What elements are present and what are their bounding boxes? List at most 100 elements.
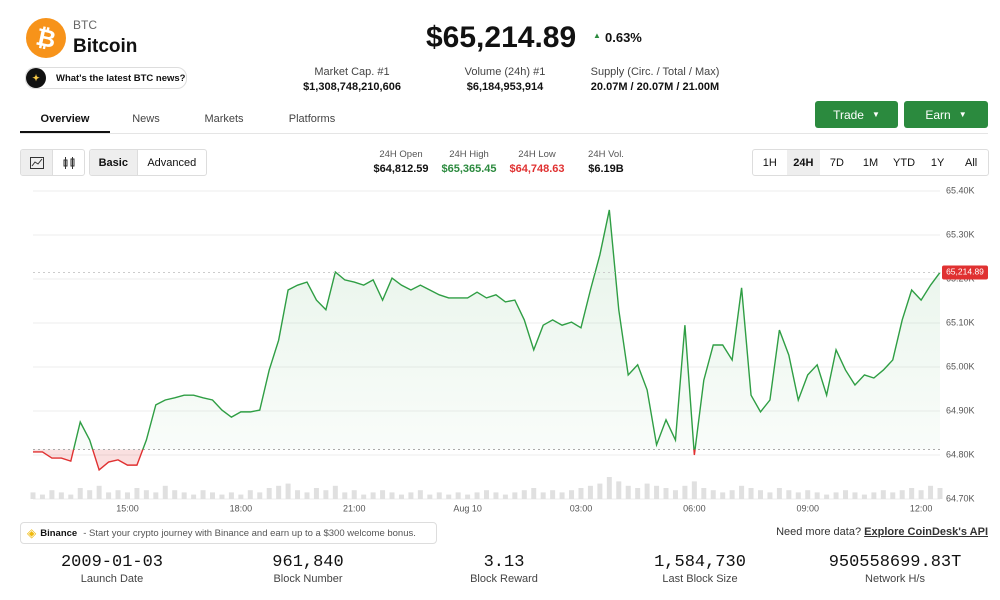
x-tick-label: 03:00 xyxy=(570,503,593,513)
trade-button[interactable]: Trade ▼ xyxy=(815,101,898,128)
volume-bar xyxy=(115,490,121,499)
volume-bar xyxy=(918,490,924,499)
volume-bar xyxy=(682,485,688,499)
x-tick-label: 12:00 xyxy=(910,503,933,513)
stat-label: Volume (24h) #1 xyxy=(464,66,546,78)
price-line-up xyxy=(72,209,941,450)
volume-bar xyxy=(757,490,763,499)
news-icon: ✦ xyxy=(26,68,46,88)
volume-bar xyxy=(776,488,782,499)
volume-bar xyxy=(559,492,565,499)
volume-bar xyxy=(861,494,867,499)
volume-bar xyxy=(909,488,915,499)
mode-basic[interactable]: Basic xyxy=(90,150,138,175)
volume-bar xyxy=(172,490,178,499)
volume-bar xyxy=(710,490,716,499)
summary-label: 24H Low xyxy=(518,149,556,160)
change: 0.63% xyxy=(605,30,642,45)
volume-bar xyxy=(729,490,735,499)
volume-bar xyxy=(937,488,943,499)
tab[interactable]: Platforms xyxy=(288,113,336,125)
metric-label: Network H/s xyxy=(865,573,925,585)
range-button[interactable]: All xyxy=(965,156,978,169)
range-button[interactable]: 1M xyxy=(862,156,879,169)
summary-label: 24H High xyxy=(449,149,489,160)
volume-bar xyxy=(814,492,820,499)
volume-bar xyxy=(153,492,159,499)
volume-bar xyxy=(58,492,64,499)
volume-bar xyxy=(465,494,471,499)
volume-bar xyxy=(446,494,452,499)
volume-bar xyxy=(361,494,367,499)
y-tick-label: 65.40K xyxy=(946,185,975,195)
x-tick-label: 09:00 xyxy=(796,503,819,513)
volume-bar xyxy=(654,485,660,499)
volume-bar xyxy=(502,494,508,499)
api-link[interactable]: Explore CoinDesk's API xyxy=(864,526,988,538)
volume-bar xyxy=(739,485,745,499)
volume-bar xyxy=(162,485,168,499)
metric-value: 961,840 xyxy=(272,553,344,572)
summary-value: $65,365.45 xyxy=(441,163,497,175)
tab[interactable]: Overview xyxy=(40,113,90,125)
metric-value: 1,584,730 xyxy=(654,553,746,572)
stat-label: Market Cap. #1 xyxy=(314,66,390,78)
news-text: What's the latest BTC news? xyxy=(56,72,186,84)
line-kind[interactable] xyxy=(21,150,53,175)
banner-brand: Binance xyxy=(40,527,78,539)
summary-value: $6.19B xyxy=(588,163,624,175)
volume-bar xyxy=(370,492,376,499)
tab[interactable]: Markets xyxy=(204,113,244,125)
volume-bar xyxy=(134,488,140,499)
volume-bar xyxy=(691,481,697,499)
volume-bar xyxy=(890,492,896,499)
volume-bar xyxy=(238,494,244,499)
volume-bar xyxy=(786,490,792,499)
volume-bar xyxy=(87,490,93,499)
volume-bar xyxy=(228,492,234,499)
logo: ₿ xyxy=(26,18,66,58)
volume-bar xyxy=(805,490,811,499)
volume-bar xyxy=(191,494,197,499)
metric-value: 3.13 xyxy=(483,553,525,572)
volume-bar xyxy=(625,485,631,499)
x-tick-label: Aug 10 xyxy=(453,503,482,513)
volume-bar xyxy=(701,488,707,499)
volume-bar xyxy=(578,488,584,499)
volume-bar xyxy=(313,488,319,499)
volume-bar xyxy=(285,483,291,499)
tab[interactable]: News xyxy=(132,113,160,125)
range-button[interactable]: 24H xyxy=(786,150,821,175)
candle-icon xyxy=(63,156,74,169)
banner[interactable]: ◈ Binance - Start your crypto journey wi… xyxy=(20,522,437,544)
volume-bar xyxy=(408,492,414,499)
candle-kind[interactable] xyxy=(53,150,84,175)
volume-bar xyxy=(295,490,301,499)
volume-bar xyxy=(398,494,404,499)
volume-bar xyxy=(219,494,225,499)
volume-bar xyxy=(644,483,650,499)
api-note: Need more data? Explore CoinDesk's API xyxy=(776,526,988,538)
range-button[interactable]: 7D xyxy=(829,156,844,169)
button-text: Trade xyxy=(833,107,864,122)
volume-bar xyxy=(833,492,839,499)
volume-bar xyxy=(474,492,480,499)
volume-bar xyxy=(597,483,603,499)
metric-label: Launch Date xyxy=(80,573,144,585)
volume-bar xyxy=(106,492,112,499)
tab-underline xyxy=(20,131,110,133)
range-button[interactable]: 1H xyxy=(762,156,777,169)
mode-advanced[interactable]: Advanced xyxy=(147,156,197,169)
volume-bar xyxy=(795,492,801,499)
earn-button[interactable]: Earn ▼ xyxy=(904,101,988,128)
news-pill[interactable]: ✦ What's the latest BTC news? xyxy=(25,67,187,89)
range-button[interactable]: 1Y xyxy=(930,156,945,169)
caret: ▼ xyxy=(958,110,967,119)
volume-bar xyxy=(455,492,461,499)
volume-bar xyxy=(587,485,593,499)
volume-bar xyxy=(852,492,858,499)
volume-bar xyxy=(143,490,149,499)
range-button[interactable]: YTD xyxy=(893,156,916,169)
volume-bar xyxy=(606,477,612,499)
volume-bar xyxy=(484,490,489,499)
